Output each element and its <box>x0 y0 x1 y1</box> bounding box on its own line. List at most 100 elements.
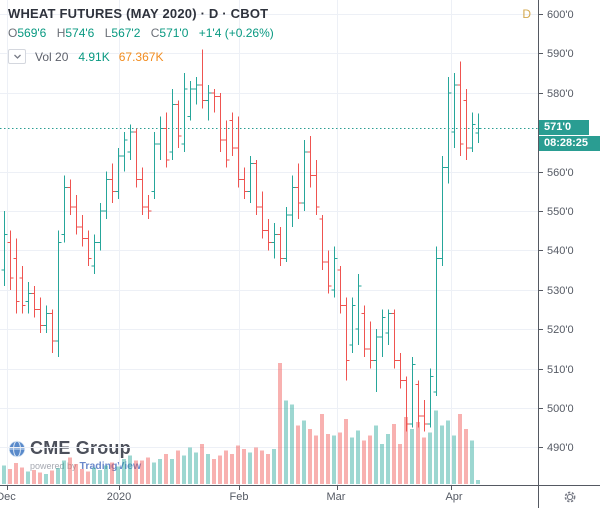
volume-bar <box>272 448 276 484</box>
volume-bar <box>86 471 90 484</box>
legend-collapse-button[interactable] <box>8 49 26 64</box>
volume-bar <box>98 469 102 484</box>
y-axis-tick <box>539 250 543 251</box>
price-bar <box>241 167 248 200</box>
tradingview-link[interactable]: TradingView <box>80 460 142 472</box>
x-axis-label: Apr <box>445 491 463 503</box>
volume-value: 4.91K <box>78 49 110 64</box>
y-axis-label: 520'0 <box>547 324 574 336</box>
price-bar <box>397 352 404 389</box>
volume-bar <box>158 458 162 484</box>
price-bar <box>475 113 482 143</box>
x-axis-label: Dec <box>0 491 16 503</box>
volume-bar <box>2 465 6 484</box>
x-axis-label: Mar <box>326 491 346 503</box>
volume-bar <box>440 425 444 484</box>
volume-bar <box>254 447 258 484</box>
price-bar <box>385 309 392 345</box>
price-bar <box>301 140 308 211</box>
y-axis-tick <box>539 290 543 291</box>
volume-bar <box>146 457 150 484</box>
price-bar <box>139 167 146 215</box>
volume-bar <box>194 452 198 484</box>
volume-bar <box>326 433 330 484</box>
symbol-title: WHEAT FUTURES (MAY 2020) · D · CBOT <box>8 6 269 21</box>
volume-bar <box>170 458 174 484</box>
volume-bar <box>68 457 72 484</box>
price-bar <box>379 309 386 357</box>
price-bar <box>331 246 338 298</box>
x-axis-tick <box>7 486 8 490</box>
gear-icon[interactable] <box>563 490 577 504</box>
volume-bar <box>8 468 12 484</box>
price-bar <box>343 297 350 381</box>
price-bar <box>157 116 164 160</box>
globe-icon <box>8 440 26 458</box>
volume-bar <box>164 453 168 484</box>
price-bar <box>307 136 314 188</box>
price-bar <box>253 159 260 215</box>
price-bar <box>25 281 32 314</box>
volume-bar <box>56 468 60 484</box>
price-bar <box>373 329 380 393</box>
volume-bar <box>44 473 48 484</box>
price-bar <box>259 191 266 239</box>
volume-bar <box>242 448 246 484</box>
volume-bar <box>362 440 366 484</box>
price-bar <box>283 207 290 263</box>
price-bar <box>61 175 68 243</box>
price-bar <box>97 203 104 251</box>
price-bar <box>211 88 218 113</box>
volume-bar <box>344 418 348 484</box>
price-bar <box>313 159 320 215</box>
price-bar <box>445 77 452 184</box>
volume-bar <box>230 453 234 484</box>
open-value: 569'6 <box>17 26 47 40</box>
volume-bar <box>350 437 354 484</box>
x-axis-tick <box>119 486 120 490</box>
price-bar <box>295 163 302 219</box>
price-axis[interactable]: 571'0 08:28:25 600'0 590'0 580'0 560'0 550'0… <box>538 0 600 485</box>
price-bar <box>451 73 458 148</box>
price-bar <box>433 246 440 397</box>
volume-bar <box>380 443 384 484</box>
y-axis-label: 550'0 <box>547 206 574 218</box>
price-chart-svg[interactable] <box>0 0 538 485</box>
y-axis-label: 600'0 <box>547 9 574 21</box>
time-axis[interactable]: Dec 2020 Feb Mar Apr <box>0 485 538 508</box>
price-bar <box>349 297 356 353</box>
volume-bar <box>314 435 318 484</box>
price-bar <box>289 175 296 227</box>
price-bar <box>91 234 98 274</box>
price-chart-pane[interactable] <box>0 0 538 485</box>
volume-bar <box>134 460 138 484</box>
price-bar <box>391 309 398 369</box>
price-bar <box>43 305 50 334</box>
chevron-down-icon <box>12 52 23 61</box>
volume-bar <box>140 460 144 484</box>
low-label: L <box>104 26 112 40</box>
volume-bar <box>296 425 300 484</box>
price-bar <box>319 214 326 271</box>
last-price-badge: 571'0 <box>539 120 589 135</box>
price-bar <box>199 49 206 109</box>
volume-bar <box>404 417 408 484</box>
y-axis-label: 560'0 <box>547 167 574 179</box>
volume-bar <box>386 433 390 484</box>
volume-bar <box>278 363 282 484</box>
price-bar <box>217 92 224 152</box>
volume-bar <box>182 455 186 484</box>
price-bar <box>409 356 416 428</box>
y-axis-tick <box>539 14 543 15</box>
y-axis-tick <box>539 447 543 448</box>
y-axis-tick <box>539 329 543 330</box>
change-value: +1'4 (+0.26%) <box>198 26 274 40</box>
price-bar <box>415 380 422 428</box>
price-bar <box>109 163 116 204</box>
price-bar <box>271 222 278 259</box>
volume-bar <box>260 450 264 484</box>
volume-ma-value: 67.367K <box>118 49 164 64</box>
close-label: C <box>150 26 160 40</box>
price-bar <box>163 112 170 168</box>
volume-bar <box>104 465 108 484</box>
